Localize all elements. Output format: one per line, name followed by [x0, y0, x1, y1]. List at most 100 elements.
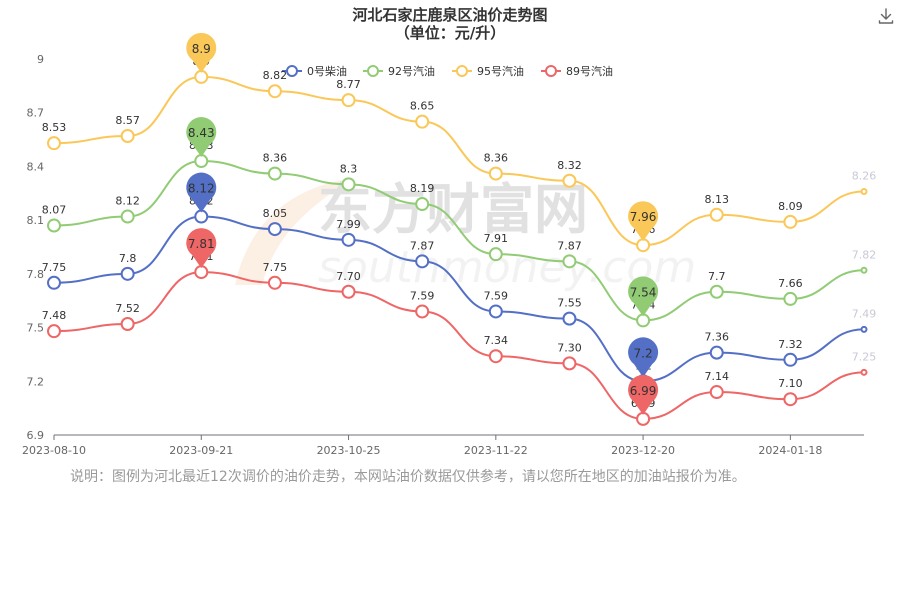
watermark-swoosh — [235, 178, 355, 285]
data-point[interactable] — [47, 136, 61, 151]
data-point[interactable] — [488, 304, 503, 319]
x-tick-label: 2023-12-20 — [611, 444, 675, 457]
pin-shape — [186, 117, 217, 158]
data-label: 8.09 — [778, 200, 803, 213]
legend-item[interactable]: 95号汽油 — [452, 64, 524, 78]
data-label: 7.52 — [115, 302, 140, 315]
data-point[interactable] — [783, 214, 798, 229]
min-marker: 7.96 — [628, 201, 659, 242]
data-point[interactable] — [120, 128, 135, 143]
data-label: 8.19 — [410, 182, 435, 195]
legend: 0号柴油 92号汽油 95号汽油 89号汽油 — [282, 64, 613, 78]
chart-title: 河北石家庄鹿泉区油价走势图 — [352, 6, 547, 24]
data-label: 8.12 — [115, 195, 140, 208]
data-point[interactable] — [562, 254, 577, 269]
watermark: 东方财富网 southmoney.com — [235, 178, 696, 293]
data-point[interactable] — [341, 93, 356, 108]
data-point[interactable] — [709, 284, 724, 299]
data-label: 7.25 — [852, 350, 877, 363]
data-label: 7.82 — [852, 248, 877, 261]
data-point[interactable] — [860, 266, 868, 274]
data-point[interactable] — [267, 275, 282, 290]
data-point[interactable] — [341, 177, 356, 192]
data-point[interactable] — [47, 324, 61, 339]
data-point[interactable] — [415, 254, 430, 269]
data-label: 7.70 — [336, 270, 361, 283]
data-point[interactable] — [47, 275, 61, 290]
pin-shape — [186, 172, 217, 213]
data-point[interactable] — [488, 166, 503, 181]
legend-marker — [286, 65, 298, 77]
data-label: 7.49 — [852, 307, 877, 320]
data-label: 8.26 — [852, 169, 877, 182]
y-tick-label: 7.8 — [27, 268, 45, 281]
data-label: 8.07 — [42, 204, 67, 217]
data-point[interactable] — [341, 232, 356, 247]
data-point[interactable] — [120, 316, 135, 331]
legend-label: 95号汽油 — [477, 64, 524, 78]
pin-label: 7.81 — [188, 237, 215, 251]
data-label: 7.87 — [557, 239, 582, 252]
data-point[interactable] — [415, 304, 430, 319]
data-point[interactable] — [341, 284, 356, 299]
data-label: 8.77 — [336, 78, 361, 91]
data-point[interactable] — [709, 345, 724, 360]
data-point[interactable] — [488, 247, 503, 262]
legend-item[interactable]: 92号汽油 — [363, 64, 435, 78]
data-point[interactable] — [267, 166, 282, 181]
y-tick-label: 7.5 — [27, 322, 45, 335]
legend-item[interactable]: 89号汽油 — [541, 64, 613, 78]
data-point[interactable] — [415, 114, 430, 129]
data-point[interactable] — [120, 266, 135, 281]
min-marker: 7.54 — [628, 276, 659, 317]
data-label: 7.55 — [557, 297, 582, 310]
data-label: 7.59 — [484, 289, 509, 302]
data-point[interactable] — [488, 349, 503, 364]
watermark-cn: 东方财富网 — [318, 178, 588, 241]
max-marker: 7.81 — [186, 228, 217, 269]
data-label: 7.8 — [119, 252, 137, 265]
data-point[interactable] — [860, 368, 868, 376]
data-point[interactable] — [415, 197, 430, 212]
data-label: 7.99 — [336, 218, 361, 231]
legend-label: 92号汽油 — [388, 64, 435, 78]
data-point[interactable] — [860, 325, 868, 333]
y-tick-label: 6.9 — [27, 429, 45, 442]
y-tick-label: 7.2 — [27, 375, 45, 388]
data-point[interactable] — [860, 187, 868, 195]
x-tick-label: 2023-09-21 — [169, 444, 233, 457]
download-button[interactable] — [876, 6, 896, 26]
data-point[interactable] — [267, 222, 282, 237]
legend-marker — [456, 65, 468, 77]
legend-item[interactable]: 0号柴油 — [282, 64, 347, 78]
data-label: 7.7 — [708, 270, 726, 283]
max-marker: 8.12 — [186, 172, 217, 213]
data-point[interactable] — [47, 218, 61, 233]
data-label: 7.59 — [410, 289, 435, 302]
data-point[interactable] — [709, 207, 724, 222]
data-label: 7.10 — [778, 377, 803, 390]
data-point[interactable] — [562, 173, 577, 188]
chart-subtitle: （单位：元/升） — [395, 24, 505, 42]
data-point[interactable] — [709, 385, 724, 400]
data-point[interactable] — [120, 209, 135, 224]
x-tick-label: 2023-08-10 — [22, 444, 86, 457]
pin-shape — [628, 374, 659, 415]
data-label: 7.87 — [410, 239, 435, 252]
data-label: 7.75 — [42, 261, 67, 274]
data-label: 8.65 — [410, 100, 435, 113]
pin-shape — [186, 32, 217, 73]
data-point[interactable] — [783, 392, 798, 407]
chart-note: 说明：图例为河北最近12次调价的油价走势，本网站油价数据仅供参考，请以您所在地区… — [70, 469, 746, 485]
data-label: 8.36 — [263, 152, 288, 165]
data-label: 7.48 — [42, 309, 67, 322]
data-point[interactable] — [562, 311, 577, 326]
data-point[interactable] — [783, 352, 798, 367]
pin-label: 7.2 — [634, 346, 653, 360]
data-point[interactable] — [783, 291, 798, 306]
data-label: 8.32 — [557, 159, 582, 172]
data-point[interactable] — [562, 356, 577, 371]
x-tick-label: 2023-10-25 — [317, 444, 381, 457]
data-point[interactable] — [267, 84, 282, 99]
